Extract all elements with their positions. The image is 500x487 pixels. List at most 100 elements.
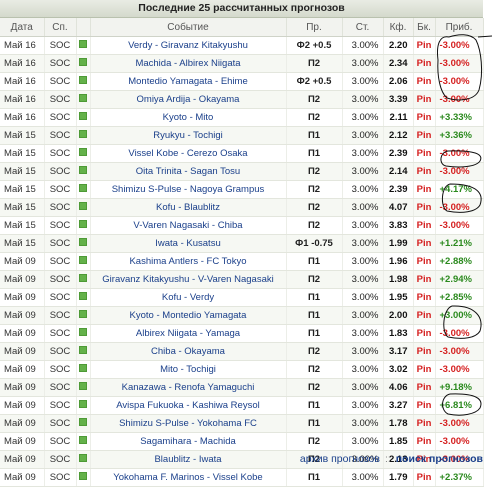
row-profit: -3.00% (435, 432, 484, 451)
row-bookmaker[interactable]: Pin (413, 108, 436, 127)
row-stake: 3.00% (342, 162, 384, 181)
row-bookmaker[interactable]: Pin (413, 450, 436, 469)
row-profit: +9.18% (435, 378, 484, 397)
row-event-link[interactable]: Shimizu S-Pulse - Nagoya Grampus (90, 180, 287, 199)
row-event-link[interactable]: Yokohama F. Marinos - Vissel Kobe (90, 468, 287, 487)
green-square-icon (79, 184, 87, 192)
row-event-link[interactable]: Kofu - Verdy (90, 288, 287, 307)
table-row: Май 09 SOC Kofu - Verdy П1 3.00% 1.95 Pin +2.85… (0, 288, 484, 307)
row-bookmaker[interactable]: Pin (413, 342, 436, 361)
row-profit: +3.33% (435, 108, 484, 127)
row-sport: SOC (44, 180, 77, 199)
row-event-link[interactable]: Ryukyu - Tochigi (90, 126, 287, 145)
green-square-icon (79, 454, 87, 462)
row-event-link[interactable]: Kanazawa - Renofa Yamaguchi (90, 378, 287, 397)
row-bookmaker[interactable]: Pin (413, 216, 436, 235)
row-event-link[interactable]: Vissel Kobe - Cerezo Osaka (90, 144, 287, 163)
row-bookmaker[interactable]: Pin (413, 396, 436, 415)
row-event-link[interactable]: Chiba - Okayama (90, 342, 287, 361)
row-profit: -3.00% (435, 324, 484, 343)
row-event-link[interactable]: Kofu - Blaublitz (90, 198, 287, 217)
row-sport: SOC (44, 324, 77, 343)
row-sport: SOC (44, 306, 77, 325)
row-event-link[interactable]: V-Varen Nagasaki - Chiba (90, 216, 287, 235)
col-header-odds: Кф. (383, 18, 414, 37)
row-odds: 1.85 (383, 432, 414, 451)
row-profit: +4.17% (435, 180, 484, 199)
table-row: Май 09 SOC Kanazawa - Renofa Yamaguchi П2 3.… (0, 378, 484, 397)
row-bookmaker[interactable]: Pin (413, 252, 436, 271)
row-date: Май 16 (0, 90, 45, 109)
search-link[interactable]: поиск прогнозов (395, 453, 483, 465)
row-bet: П1 (286, 414, 343, 433)
row-bookmaker[interactable]: Pin (413, 126, 436, 145)
row-odds: 1.79 (383, 468, 414, 487)
row-bookmaker[interactable]: Pin (413, 324, 436, 343)
green-square-icon (79, 76, 87, 84)
green-square-icon (79, 256, 87, 264)
row-bet: П2 (286, 342, 343, 361)
row-event-link[interactable]: Montedio Yamagata - Ehime (90, 72, 287, 91)
row-bookmaker[interactable]: Pin (413, 306, 436, 325)
row-bookmaker[interactable]: Pin (413, 288, 436, 307)
row-profit: +2.88% (435, 252, 484, 271)
row-stake: 3.00% (342, 342, 384, 361)
forecast-table: Дата Сп. Событие Пр. Ст. Кф. Бк. Приб. М… (0, 18, 484, 487)
row-bookmaker[interactable]: Pin (413, 270, 436, 289)
row-odds: 2.12 (383, 126, 414, 145)
row-event-link[interactable]: Kashima Antlers - FC Tokyo (90, 252, 287, 271)
row-date: Май 15 (0, 144, 45, 163)
row-event-link[interactable]: Blaublitz - Iwata (90, 450, 287, 469)
table-row: Май 16 SOC Machida - Albirex Niigata П2 3.00… (0, 54, 484, 73)
row-sport: SOC (44, 54, 77, 73)
row-bookmaker[interactable]: Pin (413, 72, 436, 91)
row-bookmaker[interactable]: Pin (413, 144, 436, 163)
row-profit: -3.00% (435, 414, 484, 433)
row-event-link[interactable]: Avispa Fukuoka - Kashiwa Reysol (90, 396, 287, 415)
row-bookmaker[interactable]: Pin (413, 234, 436, 253)
row-profit: -3.00% (435, 144, 484, 163)
row-sport: SOC (44, 144, 77, 163)
row-date: Май 09 (0, 270, 45, 289)
row-event-link[interactable]: Omiya Ardija - Okayama (90, 90, 287, 109)
row-sport: SOC (44, 108, 77, 127)
table-row: Май 16 SOC Verdy - Giravanz Kitakyushu Ф2 +… (0, 36, 484, 55)
row-bookmaker[interactable]: Pin (413, 360, 436, 379)
row-event-link[interactable]: Giravanz Kitakyushu - V-Varen Nagasaki (90, 270, 287, 289)
row-sport: SOC (44, 36, 77, 55)
green-square-icon (79, 292, 87, 300)
sport-indicator-icon (76, 288, 91, 307)
row-date: Май 16 (0, 54, 45, 73)
table-row: Май 16 SOC Montedio Yamagata - Ehime Ф2 +0.… (0, 72, 484, 91)
sport-indicator-icon (76, 378, 91, 397)
row-event-link[interactable]: Verdy - Giravanz Kitakyushu (90, 36, 287, 55)
row-bookmaker[interactable]: Pin (413, 414, 436, 433)
row-bet: П2 (286, 162, 343, 181)
row-bookmaker[interactable]: Pin (413, 54, 436, 73)
row-event-link[interactable]: Machida - Albirex Niigata (90, 54, 287, 73)
row-event-link[interactable]: Shimizu S-Pulse - Yokohama FC (90, 414, 287, 433)
row-event-link[interactable]: Albirex Niigata - Yamaga (90, 324, 287, 343)
row-bookmaker[interactable]: Pin (413, 378, 436, 397)
row-bookmaker[interactable]: Pin (413, 90, 436, 109)
row-bookmaker[interactable]: Pin (413, 432, 436, 451)
row-event-link[interactable]: Kyoto - Mito (90, 108, 287, 127)
row-bookmaker[interactable]: Pin (413, 468, 436, 487)
col-header-dot (76, 18, 91, 37)
row-stake: 3.00% (342, 432, 384, 451)
row-event-link[interactable]: Oita Trinita - Sagan Tosu (90, 162, 287, 181)
row-bookmaker[interactable]: Pin (413, 162, 436, 181)
row-event-link[interactable]: Kyoto - Montedio Yamagata (90, 306, 287, 325)
row-event-link[interactable]: Mito - Tochigi (90, 360, 287, 379)
row-bookmaker[interactable]: Pin (413, 36, 436, 55)
row-bookmaker[interactable]: Pin (413, 180, 436, 199)
table-row: Май 09 SOC Albirex Niigata - Yamaga П1 3.00%… (0, 324, 484, 343)
row-bookmaker[interactable]: Pin (413, 198, 436, 217)
col-header-bet: Пр. (286, 18, 343, 37)
table-row: Май 15 SOC Ryukyu - Tochigi П1 3.00% 2.12 Pin +… (0, 126, 484, 145)
archive-link[interactable]: архив прогнозов (299, 453, 380, 465)
row-event-link[interactable]: Iwata - Kusatsu (90, 234, 287, 253)
row-odds: 2.11 (383, 108, 414, 127)
row-event-link[interactable]: Sagamihara - Machida (90, 432, 287, 451)
table-row: Май 15 SOC Oita Trinita - Sagan Tosu П2 3.00… (0, 162, 484, 181)
